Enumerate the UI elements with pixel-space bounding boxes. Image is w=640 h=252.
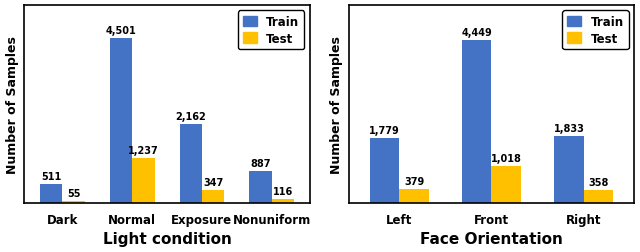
- Text: 4,501: 4,501: [106, 25, 136, 36]
- Text: 55: 55: [67, 188, 81, 198]
- Legend: Train, Test: Train, Test: [563, 11, 628, 50]
- Bar: [180, 124, 202, 203]
- X-axis label: Face Orientation: Face Orientation: [420, 232, 563, 246]
- Text: 4,449: 4,449: [461, 27, 492, 37]
- Bar: [584, 190, 613, 203]
- Text: 347: 347: [203, 178, 223, 188]
- Bar: [554, 136, 584, 203]
- Text: 1,237: 1,237: [128, 145, 159, 155]
- Legend: Train, Test: Train, Test: [238, 11, 304, 50]
- Bar: [202, 191, 224, 203]
- Bar: [271, 199, 294, 203]
- Bar: [492, 166, 521, 203]
- Text: 116: 116: [273, 186, 293, 196]
- Bar: [132, 158, 154, 203]
- Y-axis label: Number of Samples: Number of Samples: [330, 36, 343, 173]
- Bar: [110, 39, 132, 203]
- Text: 1,833: 1,833: [554, 123, 584, 133]
- Text: 379: 379: [404, 177, 424, 186]
- Text: 1,779: 1,779: [369, 125, 400, 135]
- Bar: [40, 185, 63, 203]
- Bar: [462, 40, 492, 203]
- Bar: [370, 138, 399, 203]
- Bar: [399, 190, 429, 203]
- Text: 1,018: 1,018: [491, 153, 522, 163]
- Bar: [250, 171, 271, 203]
- Y-axis label: Number of Samples: Number of Samples: [6, 36, 19, 173]
- Text: 2,162: 2,162: [175, 111, 206, 121]
- X-axis label: Light condition: Light condition: [102, 232, 232, 246]
- Text: 358: 358: [588, 177, 609, 187]
- Text: 511: 511: [41, 172, 61, 182]
- Text: 887: 887: [250, 158, 271, 168]
- Bar: [63, 201, 84, 203]
